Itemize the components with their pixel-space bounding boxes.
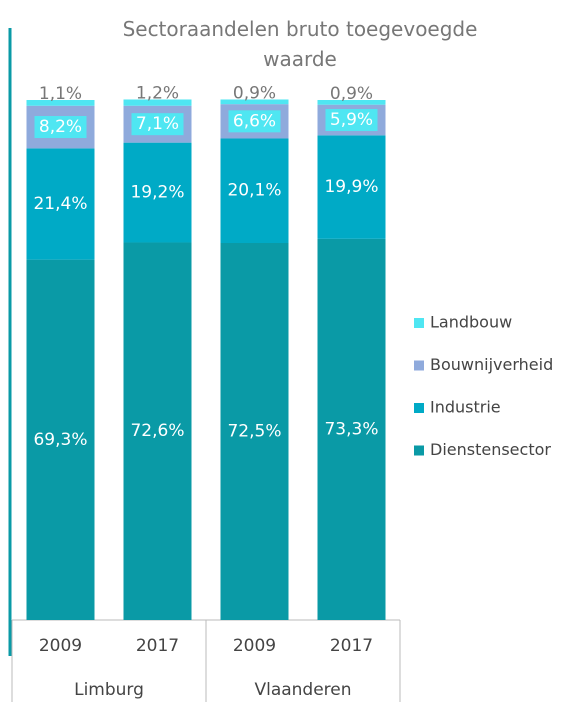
legend-swatch	[414, 403, 424, 413]
label-box	[228, 110, 281, 133]
label-box	[131, 113, 184, 136]
bar-segment	[220, 243, 289, 620]
x-tick-label: 2009	[233, 636, 276, 656]
bar-segment	[317, 135, 386, 239]
x-tick-label: 2017	[136, 636, 179, 656]
data-label: 19,9%	[324, 177, 378, 197]
bar-segment	[26, 148, 95, 260]
data-label: 21,4%	[33, 194, 87, 214]
data-label: 8,2%	[39, 117, 82, 137]
bar-segment	[317, 100, 386, 105]
bar-segment	[220, 138, 289, 243]
bar-segment	[317, 238, 386, 620]
x-tick-label: 2017	[330, 636, 373, 656]
data-label: 5,9%	[330, 110, 373, 130]
data-label: 72,6%	[130, 421, 184, 441]
data-label: 1,2%	[136, 83, 179, 103]
data-label: 0,9%	[233, 83, 276, 103]
bar-segment	[123, 99, 192, 106]
data-label: 7,1%	[136, 114, 179, 134]
data-label: 72,5%	[227, 422, 281, 442]
group-label: Limburg	[74, 680, 144, 700]
bar-segment	[123, 242, 192, 621]
bar-segment	[26, 259, 95, 620]
x-tick-label: 2009	[39, 636, 82, 656]
data-label: 19,2%	[130, 183, 184, 203]
data-label: 73,3%	[324, 419, 378, 439]
data-label: 1,1%	[39, 84, 82, 104]
bar-segment	[123, 142, 192, 243]
legend-swatch	[414, 445, 424, 456]
data-label: 6,6%	[233, 111, 276, 131]
legend-label: Bouwnijverheid	[430, 355, 553, 374]
label-box	[325, 109, 378, 132]
group-label: Vlaanderen	[254, 680, 351, 700]
legend-label: Dienstensector	[430, 440, 551, 459]
chart-title: Sectoraandelen bruto toegevoegde waarde	[122, 17, 478, 71]
legend-swatch	[414, 318, 424, 328]
legend-label: Landbouw	[430, 313, 512, 332]
data-label: 20,1%	[227, 181, 281, 201]
bar-segment	[220, 99, 289, 105]
bar-segment	[26, 100, 95, 106]
legend-swatch	[414, 360, 424, 371]
data-label: 0,9%	[330, 84, 373, 104]
label-box	[34, 116, 87, 139]
data-label: 69,3%	[33, 430, 87, 450]
legend-label: Industrie	[430, 398, 501, 417]
